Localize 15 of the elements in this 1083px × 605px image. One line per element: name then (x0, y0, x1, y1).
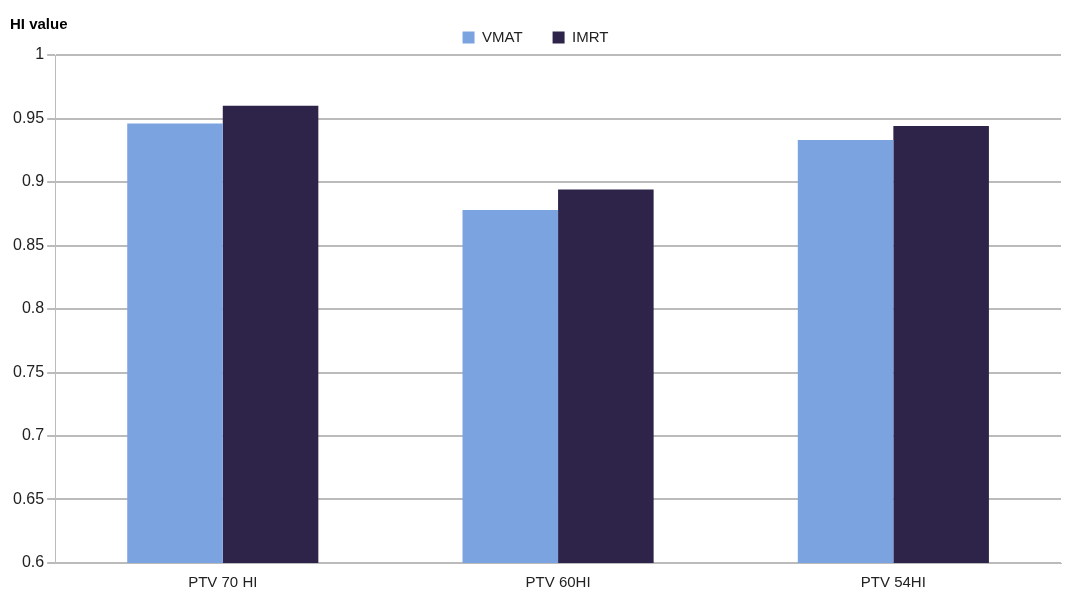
x-tick-label: PTV 60HI (525, 573, 591, 591)
x-tick-label: PTV 70 HI (188, 573, 258, 591)
y-tick-label: 0.7 (21, 426, 45, 444)
y-tick-label: 0.8 (21, 299, 45, 317)
y-tick-label: 0.75 (13, 362, 45, 380)
y-tick-label: 0.95 (13, 108, 45, 126)
x-tick-label: PTV 54HI (860, 573, 926, 591)
legend-label: IMRT (572, 27, 609, 45)
y-axis-title: HI value (10, 15, 68, 33)
y-tick-label: 1 (35, 45, 45, 63)
y-tick-label: 0.65 (13, 489, 45, 507)
y-tick-label: 0.9 (21, 172, 45, 190)
y-tick-label: 0.6 (21, 553, 45, 571)
legend-label: VMAT (482, 27, 523, 45)
y-tick-label: 0.85 (13, 235, 45, 253)
